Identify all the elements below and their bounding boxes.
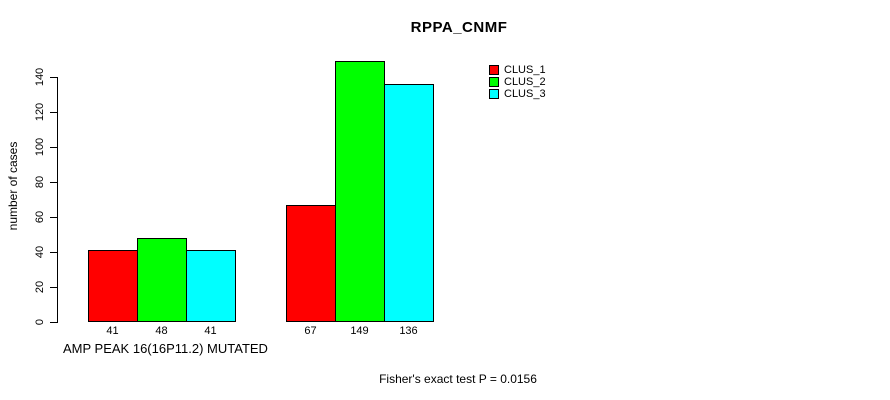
x-group-label: AMP PEAK 16(16P11.2) MUTATED [63, 341, 268, 356]
bar-clus_2-group1 [137, 238, 187, 322]
y-axis-tick [50, 112, 57, 113]
y-axis-tick-label: 80 [34, 175, 46, 189]
bar-clus_3-group1 [186, 250, 236, 322]
legend-label: CLUS_1 [504, 64, 546, 76]
legend-item: CLUS_2 [489, 76, 546, 88]
bar-value-label: 67 [304, 325, 317, 337]
y-axis-tick-label: 100 [34, 137, 46, 157]
legend-label: CLUS_2 [504, 76, 546, 88]
y-axis-label: number of cases [6, 141, 20, 231]
y-axis-tick [50, 217, 57, 218]
y-axis-line [57, 77, 58, 323]
bar-clus_1-group1 [88, 250, 138, 322]
legend-swatch-icon [489, 77, 499, 87]
bar-value-label: 48 [155, 325, 168, 337]
bar-value-label: 41 [204, 325, 217, 337]
bar-value-label: 149 [350, 325, 369, 337]
y-axis-tick [50, 182, 57, 183]
y-axis-tick [50, 252, 57, 253]
bar-clus_1-group2 [286, 205, 336, 322]
y-axis-tick [50, 77, 57, 78]
y-axis-tick-label: 60 [34, 210, 46, 224]
y-axis-tick-label: 120 [34, 102, 46, 122]
bar-clus_2-group2 [335, 61, 385, 322]
chart-title: RPPA_CNMF [410, 19, 508, 36]
legend-label: CLUS_3 [504, 88, 546, 100]
y-axis-tick [50, 287, 57, 288]
legend: CLUS_1 CLUS_2 CLUS_3 [489, 64, 546, 100]
y-axis-tick [50, 147, 57, 148]
y-axis-tick [50, 322, 57, 323]
bar-value-label: 136 [399, 325, 418, 337]
bar-value-label: 41 [106, 325, 119, 337]
y-axis-tick-label: 40 [34, 245, 46, 259]
legend-item: CLUS_1 [489, 64, 546, 76]
legend-swatch-icon [489, 65, 499, 75]
y-axis-tick-label: 0 [34, 318, 46, 326]
y-axis-tick-label: 140 [34, 67, 46, 87]
legend-swatch-icon [489, 89, 499, 99]
y-axis-tick-label: 20 [34, 280, 46, 294]
bar-clus_3-group2 [384, 84, 434, 322]
stat-annotation: Fisher's exact test P = 0.0156 [379, 372, 537, 386]
legend-item: CLUS_3 [489, 88, 546, 100]
